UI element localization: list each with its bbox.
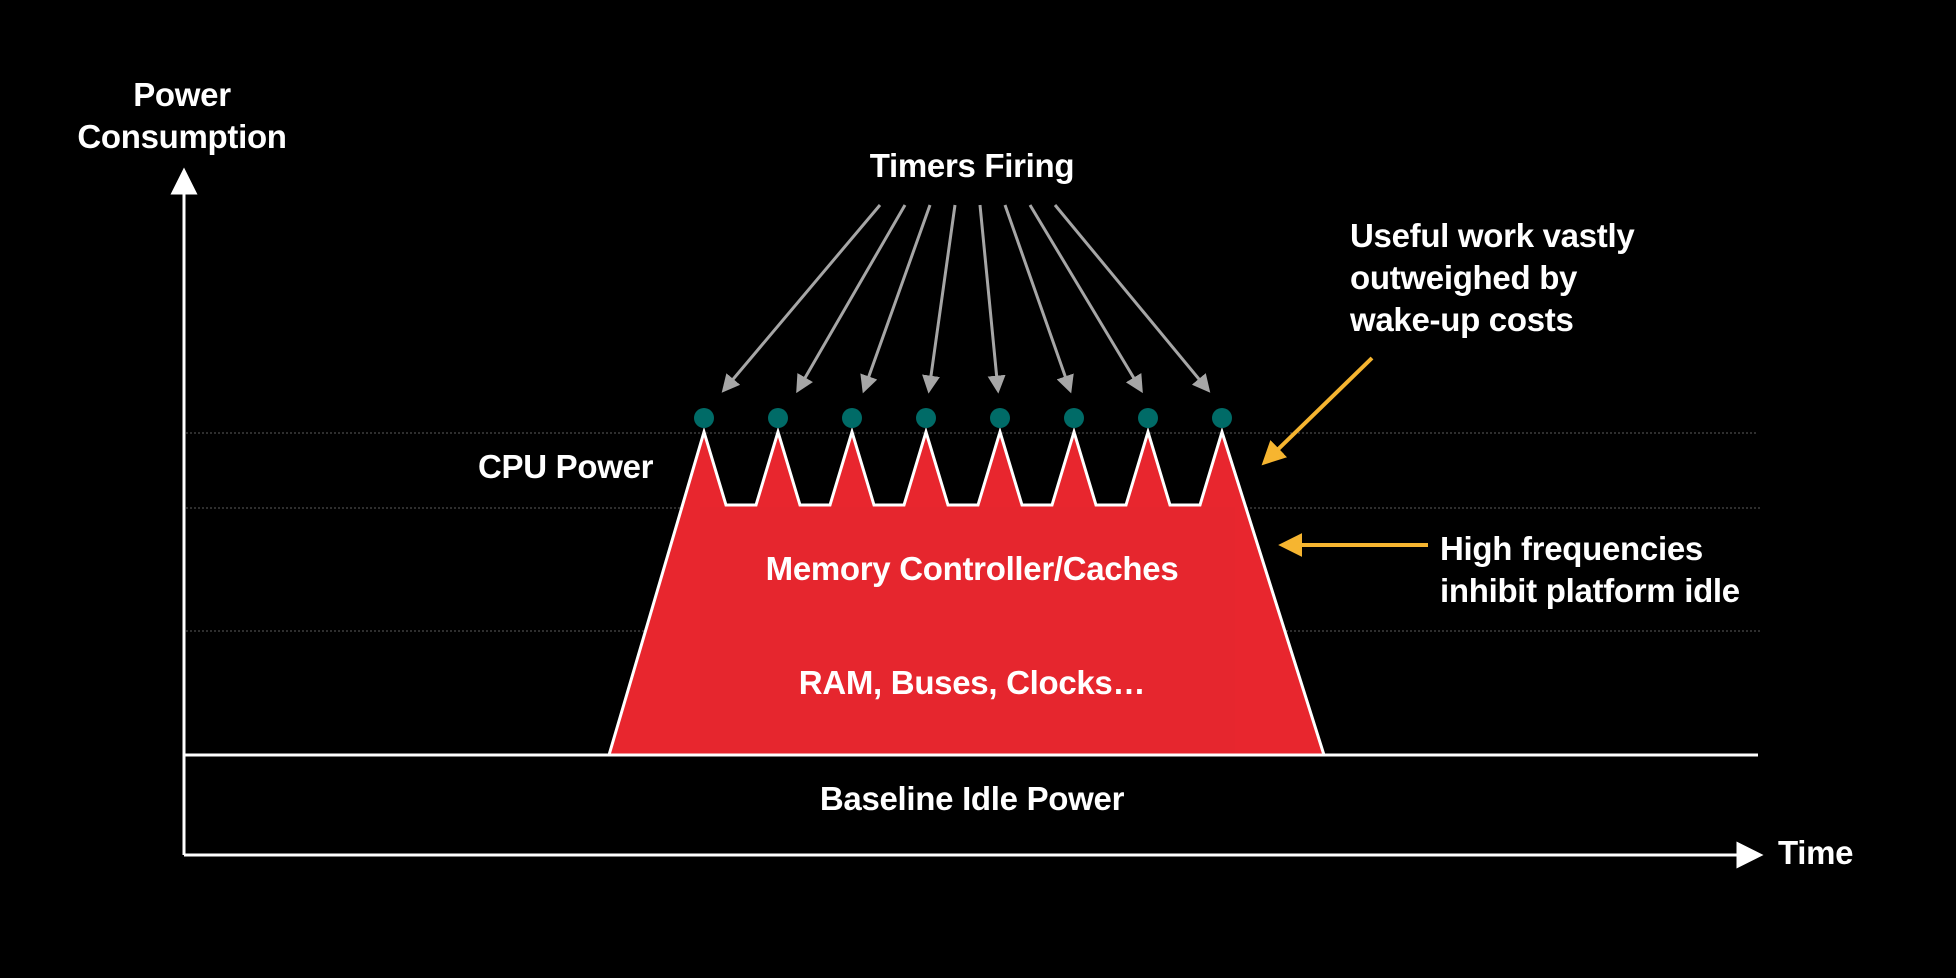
y-axis-label-line-2: Consumption bbox=[77, 118, 287, 155]
guide-lines bbox=[186, 432, 1760, 632]
useful-work-line-2: outweighed by bbox=[1350, 259, 1578, 296]
timer-arrow-3 bbox=[860, 204, 932, 394]
timer-dot-5 bbox=[990, 408, 1010, 428]
cpu-power-label: CPU Power bbox=[478, 448, 654, 485]
ram-buses-label: RAM, Buses, Clocks… bbox=[798, 664, 1146, 701]
timer-dot-1 bbox=[694, 408, 714, 428]
power-usage-inner-band bbox=[700, 507, 1235, 753]
useful-work-line-3: wake-up costs bbox=[1350, 301, 1574, 338]
timer-arrow-6 bbox=[1003, 204, 1074, 394]
timer-arrow-7 bbox=[1028, 204, 1143, 394]
useful-work-callout-arrow bbox=[1261, 356, 1374, 466]
baseline-idle-label: Baseline Idle Power bbox=[819, 780, 1125, 817]
timer-dot-7 bbox=[1138, 408, 1158, 428]
timer-dot-6 bbox=[1064, 408, 1084, 428]
timer-dot-2 bbox=[768, 408, 788, 428]
high-freq-line-2: inhibit platform idle bbox=[1440, 572, 1740, 609]
high-freq-line-1: High frequencies bbox=[1440, 530, 1703, 567]
high-freq-annotation: High frequencies inhibit platform idle bbox=[1440, 528, 1740, 612]
timer-dot-4 bbox=[916, 408, 936, 428]
timer-arrow-5 bbox=[978, 204, 1006, 394]
timer-dot-3 bbox=[842, 408, 862, 428]
timer-dot-8 bbox=[1212, 408, 1232, 428]
timers-firing-label: Timers Firing bbox=[869, 147, 1075, 184]
timer-dots bbox=[694, 408, 1232, 428]
timer-arrow-8 bbox=[1053, 204, 1211, 393]
timer-arrow-4 bbox=[922, 204, 957, 394]
y-axis-label-line-1: Power bbox=[133, 76, 231, 113]
memory-controller-label: Memory Controller/Caches bbox=[765, 550, 1179, 587]
timer-arrow-2 bbox=[796, 204, 907, 394]
timer-arrow-1 bbox=[721, 204, 882, 393]
useful-work-line-1: Useful work vastly bbox=[1350, 217, 1635, 254]
useful-work-annotation: Useful work vastly outweighed by wake-up… bbox=[1350, 215, 1635, 341]
x-axis-label: Time bbox=[1778, 834, 1854, 871]
timer-arrows bbox=[721, 204, 1211, 394]
y-axis-label: Power Consumption bbox=[62, 74, 302, 158]
